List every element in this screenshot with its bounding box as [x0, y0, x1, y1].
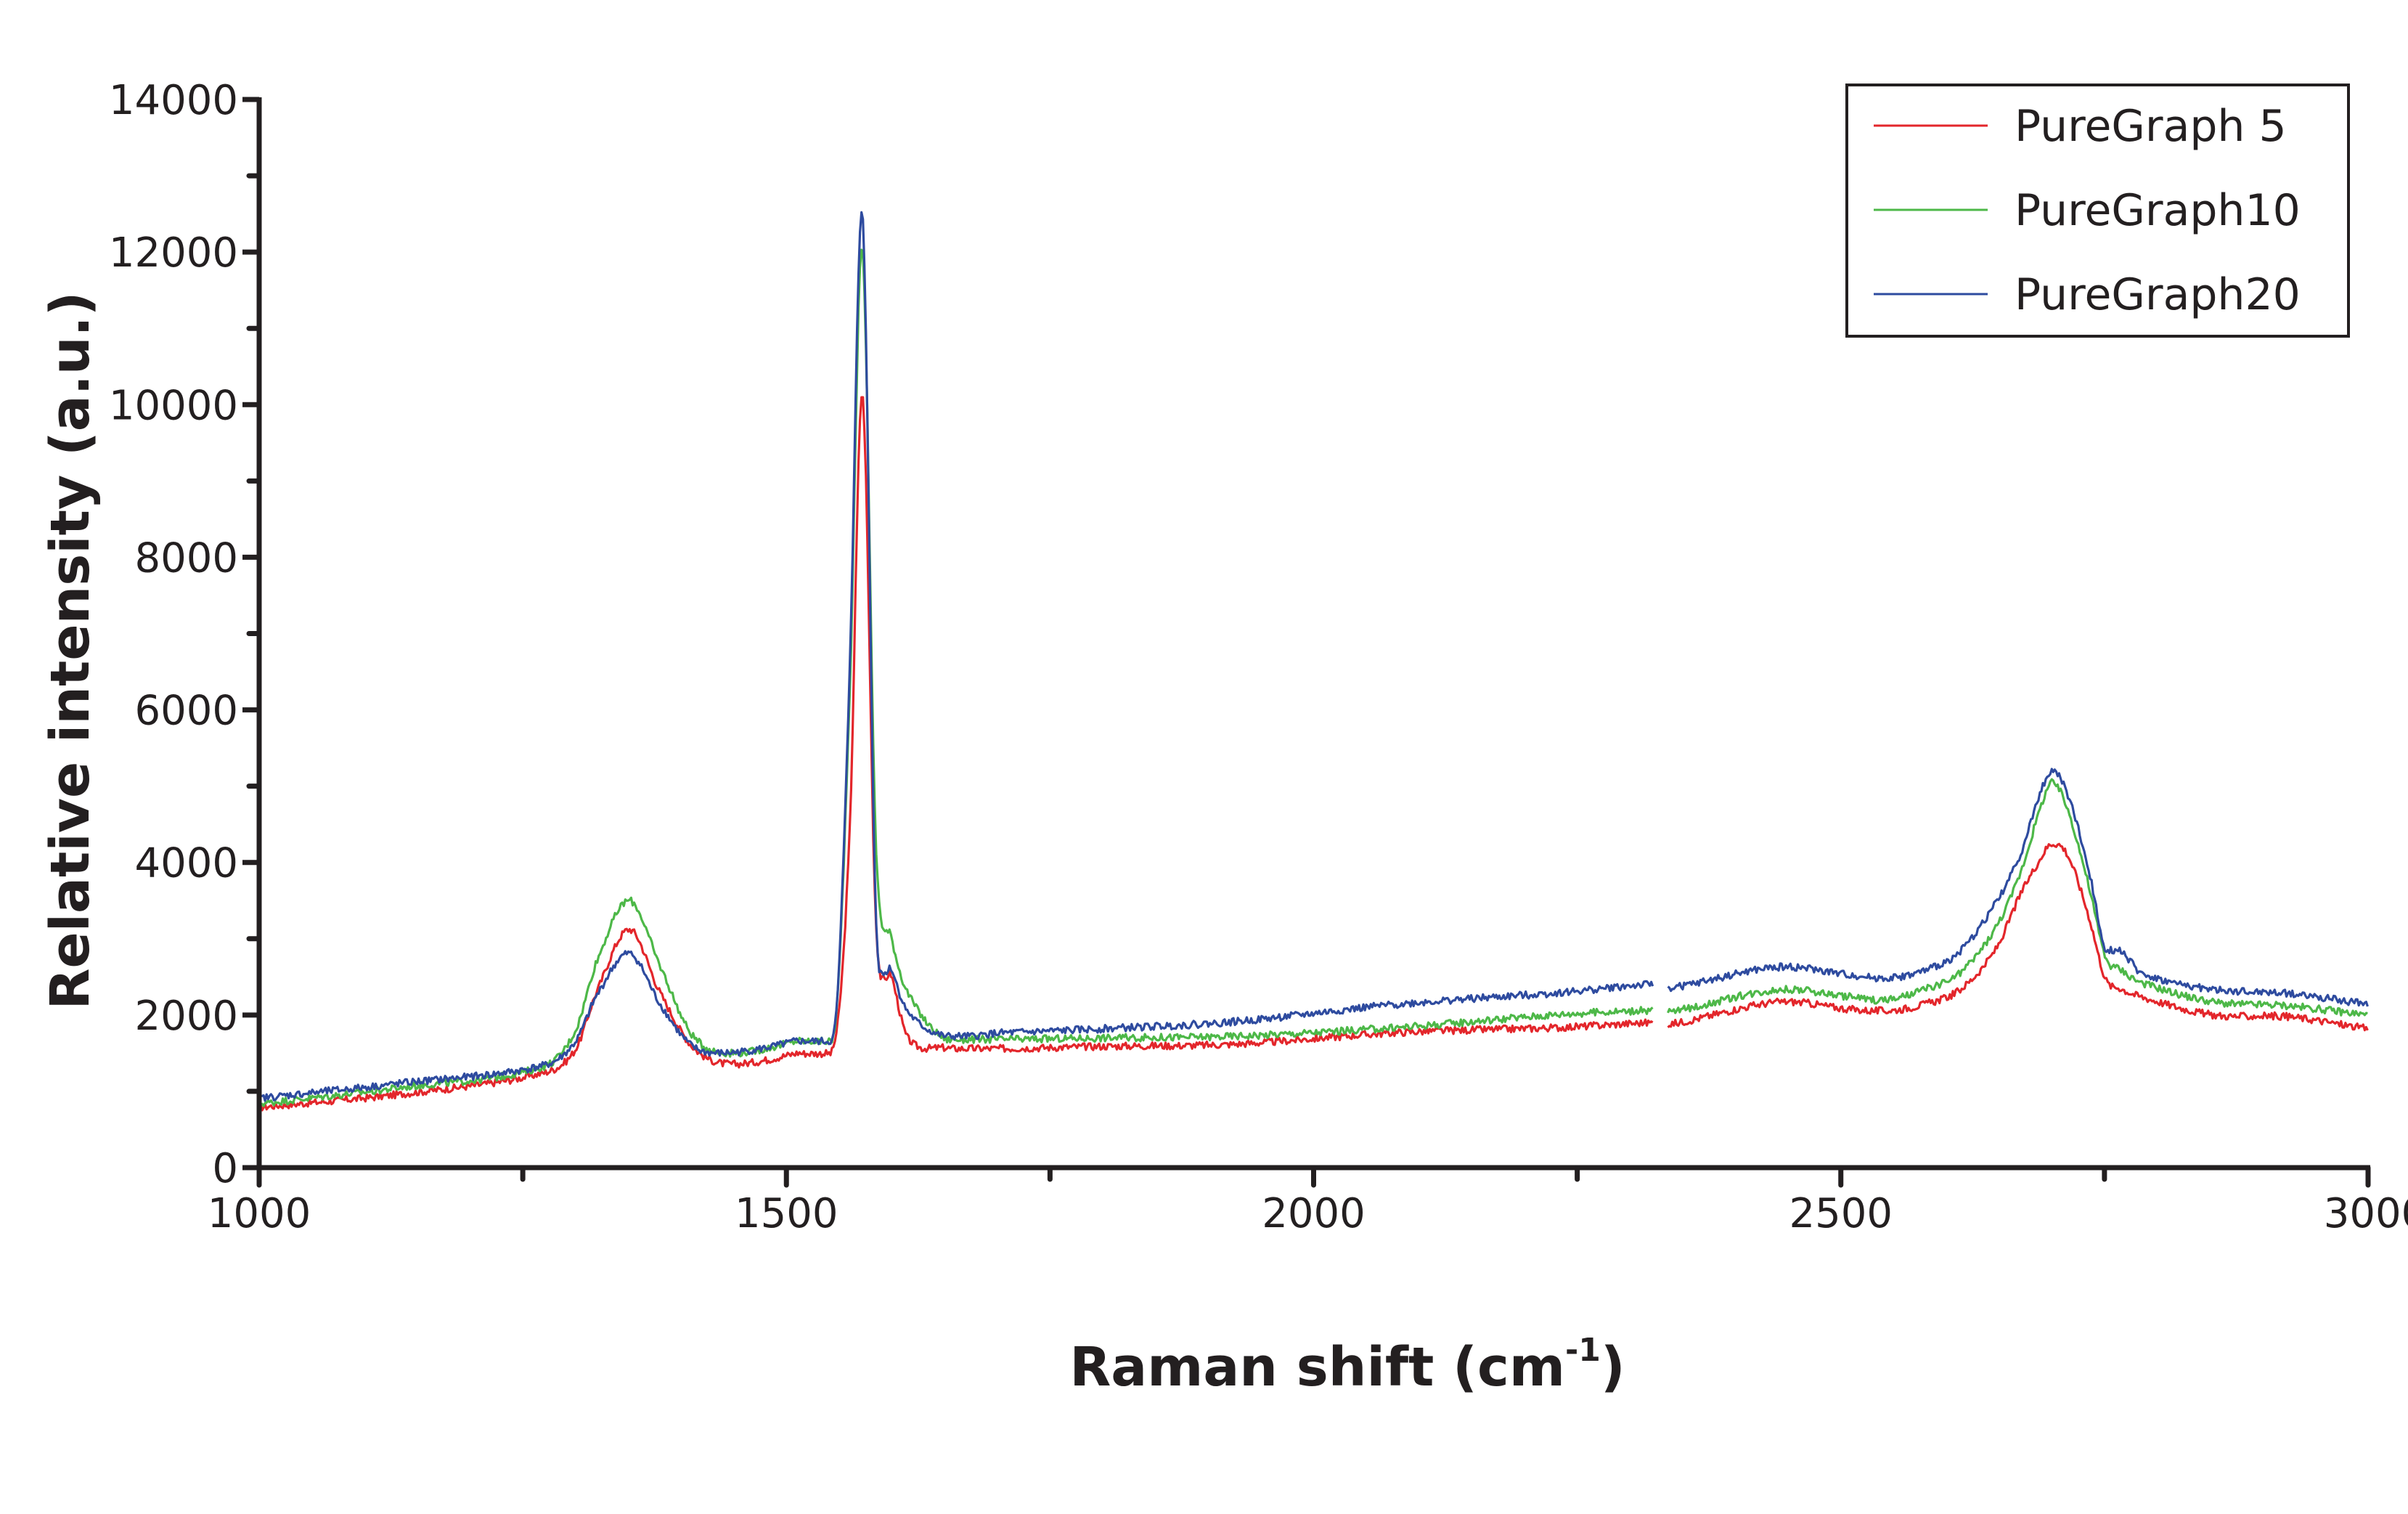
series-line-puregraph-5	[1667, 842, 2369, 1032]
series-line-puregraph10	[258, 248, 1654, 1107]
legend-item-puregraph-5: PureGraph 5	[1874, 101, 2287, 152]
series-line-puregraph20	[258, 211, 1654, 1102]
legend-item-puregraph20: PureGraph20	[1874, 269, 2301, 320]
legend-label: PureGraph 5	[2015, 101, 2287, 152]
x-axis-title: Raman shift (cm-1)	[1069, 1332, 1625, 1399]
x-axis-ticks: 1000 1500 2000 2500 3000	[208, 1165, 2408, 1237]
axes: 0 2000 4000 6000 8000 10000 12000 14000 1000 150…	[109, 77, 2408, 1237]
x-tick-label: 1000	[208, 1190, 311, 1237]
y-tick-label: 8000	[134, 534, 238, 582]
x-tick-label: 1500	[735, 1190, 838, 1237]
x-tick-label: 3000	[2324, 1190, 2408, 1237]
y-tick-label: 10000	[109, 382, 238, 429]
y-tick-label: 6000	[134, 688, 238, 735]
y-tick-label: 2000	[134, 993, 238, 1040]
series-line-puregraph-5	[258, 396, 1654, 1112]
y-tick-label: 12000	[109, 229, 238, 277]
plot-area	[258, 211, 2369, 1112]
legend: PureGraph 5 PureGraph10 PureGraph20	[1845, 84, 2350, 338]
series-line-puregraph10	[1667, 778, 2368, 1017]
x-tick-label: 2000	[1262, 1190, 1366, 1237]
y-axis-title: Relative intensity (a.u.)	[39, 292, 102, 1010]
y-axis-ticks: 0 2000 4000 6000 8000 10000 12000 14000	[109, 77, 262, 1192]
legend-label: PureGraph20	[2015, 269, 2301, 320]
series-line-puregraph20	[1667, 768, 2369, 1007]
legend-item-puregraph10: PureGraph10	[1874, 185, 2301, 236]
y-tick-label: 4000	[134, 840, 238, 887]
x-tick-label: 2500	[1789, 1190, 1893, 1237]
y-tick-label: 14000	[109, 77, 238, 124]
y-tick-label: 0	[212, 1145, 238, 1192]
legend-label: PureGraph10	[2015, 185, 2301, 236]
